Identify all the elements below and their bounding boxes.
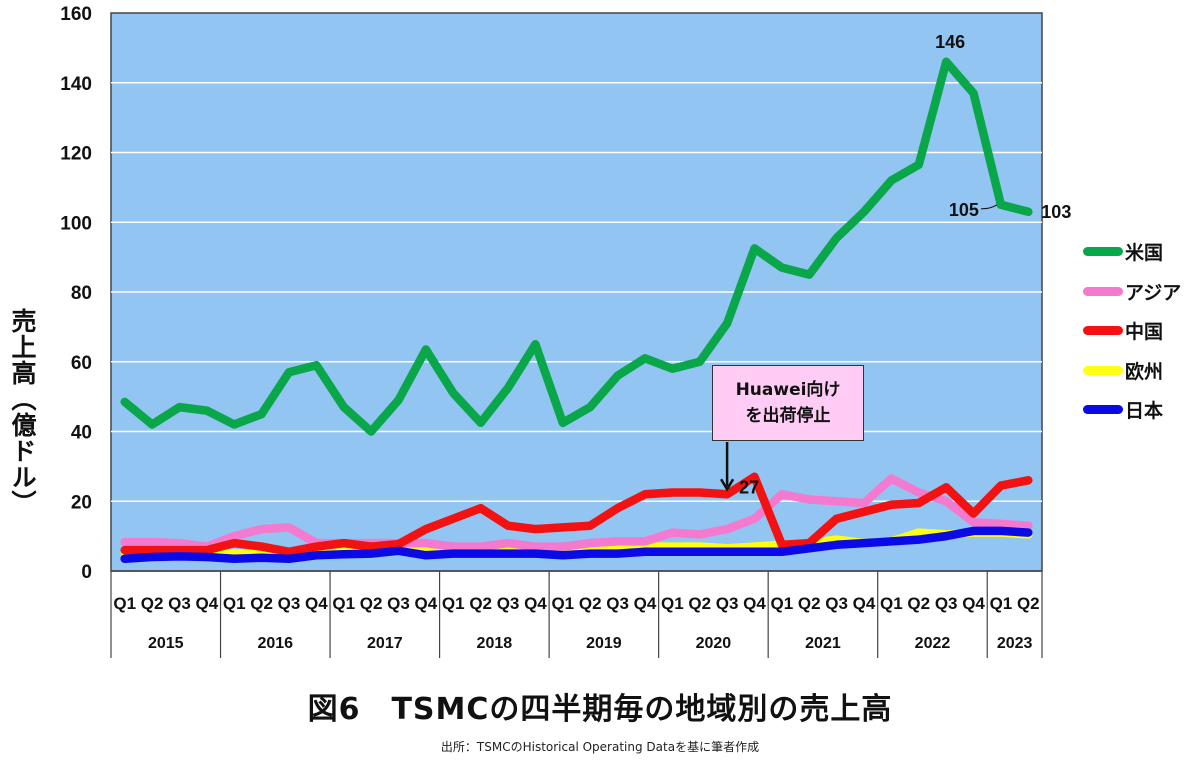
quarter-label: Q1 [551,594,574,613]
annotation-us-2023q2: 103 [1041,202,1071,222]
y-axis-title: 売上高（億ドル） [8,308,37,516]
legend-swatch-japan [1083,405,1123,415]
annotation-us-2023q1: 105 [949,200,979,220]
quarter-label: Q1 [332,594,355,613]
quarter-label: Q4 [415,594,438,613]
quarter-label: Q1 [990,594,1013,613]
callout-line-2: を出荷停止 [745,406,831,426]
figure-source: 出所：TSMCのHistorical Operating Dataを基に筆者作成 [440,740,760,754]
quarter-label: Q3 [278,594,301,613]
y-tick-label: 140 [60,74,92,95]
y-tick-label: 160 [60,4,92,25]
legend-swatch-asia [1083,286,1123,296]
quarter-label: Q1 [223,594,246,613]
quarter-label: Q4 [853,594,876,613]
chart-legend: 米国 アジア 中国 欧州 日本 [1083,232,1200,430]
quarter-label: Q2 [907,594,930,613]
quarter-label: Q2 [688,594,711,613]
legend-item-us: 米国 [1083,232,1200,272]
annotation-leader-line [980,204,998,210]
quarter-label: Q4 [524,594,547,613]
legend-item-europe: 欧州 [1083,351,1200,391]
legend-item-asia: アジア [1083,272,1200,312]
quarter-label: Q3 [168,594,191,613]
legend-swatch-us [1083,247,1123,257]
legend-label-europe: 欧州 [1125,360,1164,383]
year-label: 2021 [805,635,841,652]
quarter-label: Q2 [469,594,492,613]
legend-label-us: 米国 [1125,242,1164,265]
legend-label-china: 中国 [1125,321,1164,344]
y-tick-label: 0 [81,562,92,583]
quarter-label: Q4 [305,594,328,613]
series-line [120,57,1033,436]
quarter-label: Q4 [195,594,218,613]
huawei-callout-box: Huawei向け を出荷停止 [712,365,864,441]
year-label: 2017 [367,635,403,652]
y-tick-label: 20 [71,492,92,513]
callout-line-1: Huawei向け [735,380,841,400]
series-line [120,472,1033,557]
legend-label-japan: 日本 [1125,400,1164,423]
quarter-label: Q3 [716,594,739,613]
legend-label-asia: アジア [1125,281,1182,304]
year-label: 2023 [997,635,1033,652]
year-label: 2020 [696,635,732,652]
callout-arrow-head-icon [720,478,735,492]
y-tick-label: 60 [71,353,92,374]
quarter-label: Q1 [661,594,684,613]
quarter-label: Q3 [387,594,410,613]
year-label: 2015 [148,635,184,652]
legend-swatch-europe [1083,365,1123,375]
legend-item-japan: 日本 [1083,390,1200,430]
series-line [120,474,1033,551]
annotation-peak-us: 146 [935,32,965,52]
quarter-label: Q2 [141,594,164,613]
quarter-label: Q1 [880,594,903,613]
quarter-label: Q2 [579,594,602,613]
y-tick-label: 100 [60,213,92,234]
quarter-label: Q4 [634,594,657,613]
y-tick-label: 120 [60,144,92,165]
quarter-label: Q3 [825,594,848,613]
quarter-label: Q1 [113,594,136,613]
year-label: 2016 [257,635,293,652]
quarter-label: Q2 [250,594,273,613]
quarter-label: Q4 [743,594,766,613]
quarter-label: Q3 [497,594,520,613]
quarter-label: Q1 [771,594,794,613]
year-label: 2019 [586,635,622,652]
legend-swatch-china [1083,326,1123,336]
legend-item-china: 中国 [1083,311,1200,351]
figure-title: 図6 TSMCの四半期毎の地域別の売上高 [307,692,893,727]
quarter-label: Q2 [798,594,821,613]
y-tick-label: 80 [71,283,92,304]
year-label: 2018 [477,635,513,652]
year-label: 2022 [915,635,951,652]
quarter-label: Q1 [442,594,465,613]
annotation-china-2020q3: 27 [739,477,759,497]
quarter-label: Q3 [606,594,629,613]
quarter-label: Q2 [1017,594,1040,613]
quarter-label: Q2 [360,594,383,613]
series-line [120,526,1033,564]
quarter-label: Q3 [935,594,958,613]
y-tick-label: 40 [71,423,92,444]
quarter-label: Q4 [962,594,985,613]
